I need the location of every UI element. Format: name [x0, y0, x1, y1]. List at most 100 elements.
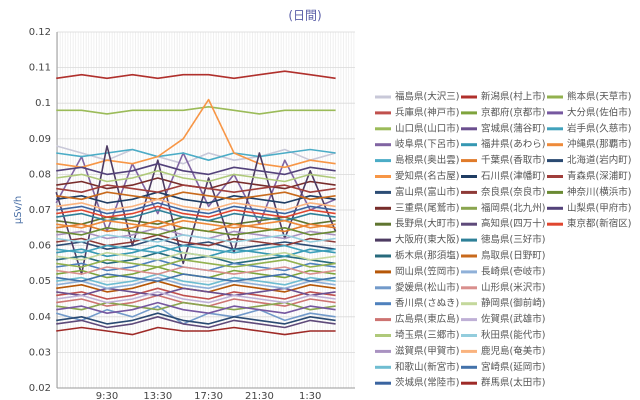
x-tick-label: 1:30 — [299, 391, 321, 400]
legend-label: 山梨県(甲府市) — [567, 202, 631, 214]
legend-label: 沖縄県(那覇市) — [567, 138, 631, 150]
legend-label: 大阪府(東大阪) — [395, 234, 459, 246]
legend-label: 岡山県(笠岡市) — [395, 265, 459, 277]
series-line — [56, 191, 336, 204]
series-line — [56, 234, 336, 243]
y-tick-label: 0.03 — [29, 347, 51, 358]
chart-title: (日間) — [288, 9, 321, 23]
series-line — [56, 287, 336, 297]
series-line — [56, 326, 336, 336]
y-tick-label: 0.12 — [29, 27, 51, 38]
legend-label: 高知県(四万十) — [481, 218, 545, 230]
series-line — [56, 276, 336, 290]
series-line — [56, 234, 336, 247]
legend-label: 福島県(大沢三) — [395, 91, 459, 103]
legend-label: 兵庫県(神戸市) — [395, 106, 459, 118]
y-tick-label: 0.1 — [35, 98, 51, 109]
series-line — [56, 148, 336, 161]
series-line — [56, 287, 336, 300]
x-tick-label: 9:30 — [96, 391, 118, 400]
series-line — [56, 291, 336, 304]
legend: 福島県(大沢三) 兵庫県(神戸市) 山口県(山口市) 岐阜県(下呂市) 島根県(奥出雲)… — [375, 91, 631, 389]
series-line — [56, 301, 336, 311]
legend-label: 鳥取県(日野町) — [481, 250, 545, 262]
legend-label: 長崎県(壱岐市) — [481, 265, 545, 277]
series-line — [56, 244, 336, 254]
legend-label: 宮城県(蒲谷町) — [481, 122, 545, 134]
series-line — [55, 145, 336, 165]
legend-label: 山口県(山口市) — [395, 122, 459, 134]
series-line — [56, 273, 336, 282]
y-tick-label: 0.04 — [29, 312, 51, 323]
series-line — [56, 205, 336, 218]
legend-label: 千葉県(香取市) — [481, 154, 545, 166]
legend-label: 岩手県(久慈市) — [567, 122, 631, 134]
series-line — [56, 259, 336, 268]
y-tick-label: 0.02 — [29, 383, 51, 394]
legend-label: 広島県(東広島) — [395, 313, 459, 325]
legend-label: 山形県(米沢市) — [481, 281, 545, 293]
series-line — [56, 184, 336, 193]
series-line — [56, 316, 336, 329]
legend-label: 佐賀県(武雄市) — [481, 313, 545, 325]
legend-label: 青森県(深浦町) — [567, 170, 631, 182]
series-line — [56, 266, 336, 275]
legend-label: 宮崎県(延岡市) — [481, 361, 545, 373]
series-line — [56, 312, 336, 325]
y-tick-label: 0.09 — [29, 134, 51, 145]
legend-label: 岐阜県(下呂市) — [395, 138, 459, 150]
legend-label: 静岡県(御前崎) — [481, 297, 545, 309]
legend-label: 愛媛県(松山市) — [395, 281, 459, 293]
series-line — [56, 202, 336, 215]
y-tick-label: 0.06 — [29, 241, 51, 252]
series-line — [56, 219, 336, 229]
y-tick-label: 0.05 — [29, 276, 51, 287]
legend-label: 和歌山(新宮市) — [395, 361, 459, 373]
series-line — [56, 191, 336, 201]
series-line — [56, 98, 336, 169]
series-line — [56, 273, 336, 286]
series-line — [56, 170, 336, 183]
series-line — [56, 301, 336, 314]
series-line — [56, 227, 336, 236]
legend-label: 熊本県(天草市) — [567, 91, 631, 103]
legend-label: 新潟県(村上市) — [481, 91, 545, 103]
legend-label: 北海道(岩内町) — [567, 154, 631, 166]
legend-label: 秋田県(能代市) — [481, 329, 545, 341]
series-line — [56, 70, 336, 80]
y-tick-label: 0.07 — [29, 205, 51, 216]
legend-label: 石川県(津幡町) — [481, 170, 545, 182]
legend-label: 東京都(新宿区) — [567, 218, 631, 230]
legend-label: 福岡県(北九州) — [481, 202, 545, 214]
legend-label: 徳島県(三好市) — [481, 234, 545, 246]
legend-label: 茨城県(常陸市) — [395, 377, 459, 389]
x-tick-label: 13:30 — [143, 391, 172, 400]
legend-label: 栃木県(那須塩) — [395, 250, 459, 262]
legend-label: 大分県(佐伯市) — [567, 106, 631, 118]
series-line — [56, 162, 336, 176]
y-axis-label: μSv/h — [13, 196, 24, 224]
y-tick-label: 0.11 — [29, 63, 51, 74]
x-tick-label: 17:30 — [194, 391, 223, 400]
series-line — [56, 198, 336, 211]
legend-label: 群馬県(太田市) — [481, 377, 545, 389]
series-line — [56, 251, 336, 265]
legend-label: 京都府(京都市) — [481, 106, 545, 118]
series-line — [56, 106, 336, 115]
series-line — [56, 209, 336, 222]
series-line — [55, 145, 337, 275]
legend-label: 福井県(あわら) — [481, 138, 545, 150]
legend-label: 香川県(さぬき) — [395, 298, 459, 309]
series-line — [56, 251, 336, 261]
legend-label: 愛知県(名古屋) — [395, 170, 459, 182]
legend-label: 長野県(大町市) — [395, 218, 459, 230]
legend-label: 鹿児島(奄美市) — [481, 345, 545, 357]
y-tick-label: 0.08 — [29, 169, 51, 180]
legend-label: 埼玉県(三郷市) — [395, 329, 459, 341]
legend-label: 奈良県(奈良市) — [481, 186, 545, 198]
legend-label: 富山県(富山市) — [395, 186, 459, 198]
legend-label: 三重県(尾鷲市) — [395, 202, 459, 214]
legend-label: 神奈川(横浜市) — [567, 186, 631, 198]
